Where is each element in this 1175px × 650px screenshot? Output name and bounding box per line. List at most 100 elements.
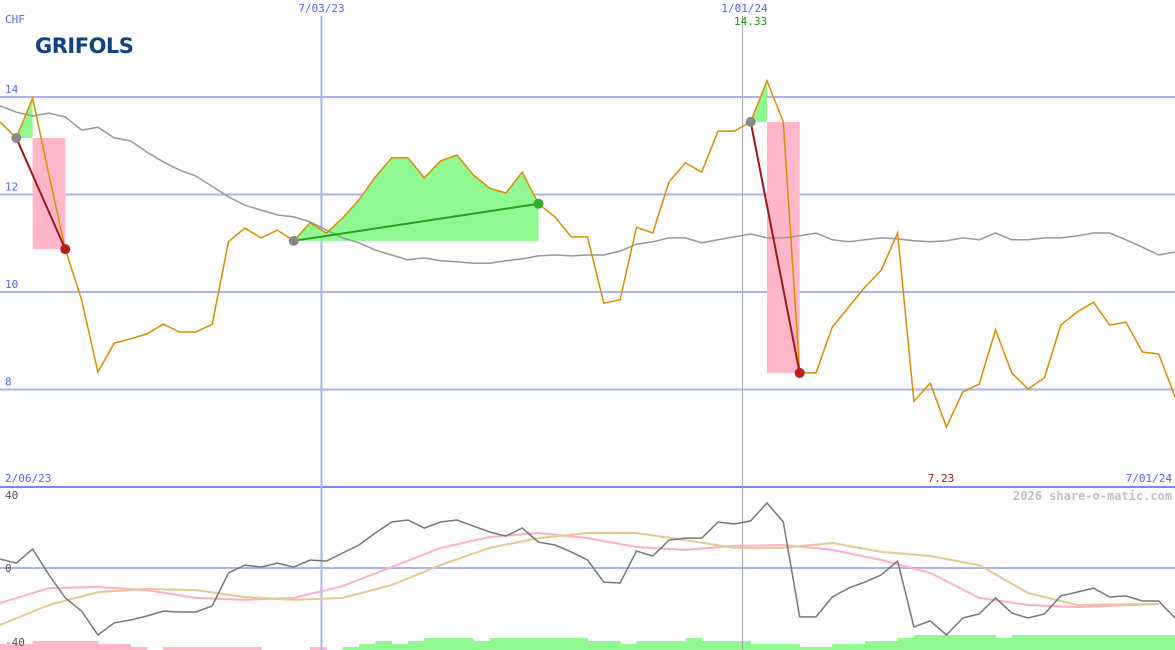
histogram-bar bbox=[848, 644, 866, 650]
loss-area bbox=[32, 137, 66, 250]
histogram-bar bbox=[16, 644, 34, 650]
histogram-bar bbox=[636, 641, 654, 650]
grifols-logo: GRIFOLS bbox=[35, 34, 133, 58]
peak-value-label: 14.33 bbox=[734, 15, 767, 28]
histogram-bar bbox=[669, 641, 686, 650]
histogram-bar bbox=[1142, 635, 1160, 650]
histogram-bar bbox=[815, 647, 833, 650]
histogram-bar bbox=[359, 644, 376, 650]
trade-line bbox=[15, 137, 67, 250]
histogram-bar bbox=[424, 638, 442, 650]
histogram-bar bbox=[163, 647, 181, 650]
histogram-bar bbox=[799, 647, 817, 650]
histogram-bar bbox=[718, 641, 735, 650]
oscillator-histogram bbox=[0, 635, 1175, 650]
histogram-bar bbox=[913, 635, 931, 650]
oscillator-tick-label: -40 bbox=[5, 636, 25, 649]
histogram-bar bbox=[212, 647, 229, 650]
histogram-bar bbox=[897, 638, 915, 650]
min-value-label: 7.23 bbox=[928, 472, 955, 485]
histogram-bar bbox=[1126, 635, 1143, 650]
histogram-bar bbox=[1028, 635, 1045, 650]
price-line bbox=[0, 78, 1175, 429]
histogram-bar bbox=[407, 641, 425, 650]
entry-marker bbox=[288, 235, 299, 246]
histogram-bar bbox=[1011, 635, 1029, 650]
histogram-bar bbox=[1044, 635, 1062, 650]
histogram-bar bbox=[783, 644, 801, 650]
histogram-bar bbox=[391, 644, 409, 650]
entry-marker bbox=[11, 132, 22, 143]
series-lines bbox=[0, 78, 1175, 637]
price-tick-label: 10 bbox=[5, 278, 18, 291]
loss-area bbox=[767, 121, 800, 373]
date-marker-label: 7/03/23 bbox=[298, 2, 344, 15]
histogram-bar bbox=[1093, 635, 1111, 650]
histogram-bar bbox=[864, 641, 882, 650]
histogram-bar bbox=[473, 641, 491, 650]
histogram-bar bbox=[962, 635, 980, 650]
histogram-bar bbox=[32, 641, 50, 650]
moving-average-line bbox=[0, 105, 1175, 264]
histogram-bar bbox=[750, 644, 768, 650]
price-tick-label: 8 bbox=[5, 376, 12, 389]
histogram-bar bbox=[195, 647, 213, 650]
histogram-bar bbox=[1077, 635, 1094, 650]
oscillator-tick-label: 0 bbox=[5, 562, 12, 575]
histogram-bar bbox=[767, 644, 784, 650]
histogram-bar bbox=[48, 641, 66, 650]
histogram-bar bbox=[1060, 635, 1078, 650]
currency-label: CHF bbox=[5, 13, 25, 26]
exit-marker bbox=[794, 367, 805, 378]
trade-fills bbox=[16, 80, 800, 373]
histogram-bar bbox=[930, 635, 948, 650]
oscillator-slow-line bbox=[0, 532, 1159, 626]
histogram-bar bbox=[587, 641, 605, 650]
x-end-label: 7/01/24 bbox=[1126, 472, 1173, 485]
histogram-bar bbox=[685, 638, 703, 650]
histogram-bar bbox=[456, 638, 474, 650]
histogram-bar bbox=[342, 647, 360, 650]
price-tick-label: 12 bbox=[5, 181, 18, 194]
trade-lines bbox=[11, 116, 805, 378]
gain-area bbox=[293, 155, 539, 241]
histogram-bar bbox=[571, 638, 588, 650]
exit-marker bbox=[533, 198, 544, 209]
histogram-bar bbox=[375, 641, 393, 650]
date-marker-label: 1/01/24 bbox=[721, 2, 768, 15]
histogram-bar bbox=[554, 638, 572, 650]
oscillator-tick-label: 40 bbox=[5, 489, 18, 502]
histogram-bar bbox=[603, 641, 621, 650]
histogram-bar bbox=[652, 641, 670, 650]
histogram-bar bbox=[81, 641, 99, 650]
histogram-bar bbox=[701, 641, 719, 650]
copyright-watermark: 2026 share-o-matic.com bbox=[1013, 489, 1172, 503]
histogram-bar bbox=[179, 647, 197, 650]
histogram-bar bbox=[538, 638, 556, 650]
histogram-bar bbox=[65, 641, 83, 650]
oscillator-main-line bbox=[0, 501, 1175, 637]
oscillator-signal-line bbox=[0, 531, 1159, 609]
grid bbox=[0, 16, 1175, 650]
histogram-bar bbox=[522, 638, 540, 650]
histogram-bar bbox=[228, 647, 246, 650]
histogram-bar bbox=[1109, 635, 1127, 650]
histogram-bar bbox=[310, 647, 327, 650]
histogram-bar bbox=[244, 647, 262, 650]
histogram-bar bbox=[114, 644, 132, 650]
exit-marker bbox=[60, 244, 71, 255]
histogram-bar bbox=[620, 644, 637, 650]
histogram-bar bbox=[97, 644, 115, 650]
histogram-bar bbox=[979, 635, 996, 650]
histogram-bar bbox=[505, 638, 523, 650]
histogram-bar bbox=[995, 638, 1013, 650]
price-tick-label: 14 bbox=[5, 83, 19, 96]
histogram-bar bbox=[832, 644, 850, 650]
entry-marker bbox=[745, 116, 756, 127]
trade-line bbox=[293, 202, 539, 242]
histogram-bar bbox=[946, 635, 964, 650]
histogram-bar bbox=[1158, 635, 1175, 650]
histogram-bar bbox=[0, 644, 17, 650]
